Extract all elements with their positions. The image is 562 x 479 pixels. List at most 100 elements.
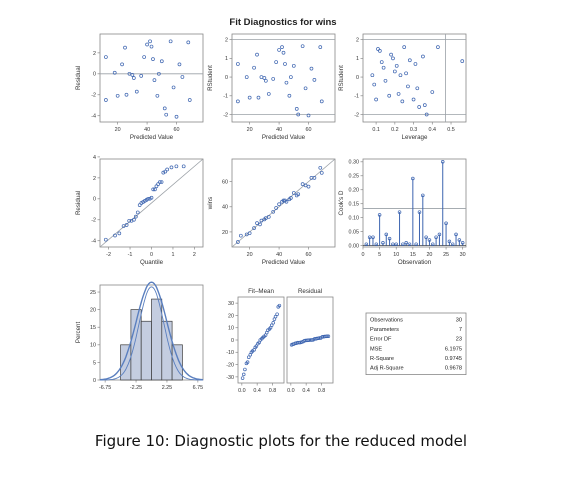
data-point bbox=[391, 56, 395, 61]
spread-point bbox=[275, 312, 279, 316]
spread-point bbox=[277, 303, 282, 308]
y-axis-label: RStudent bbox=[338, 65, 345, 91]
data-point bbox=[394, 63, 399, 68]
y-axis-label: Percent bbox=[75, 322, 82, 344]
cooks-d-point bbox=[394, 242, 398, 246]
x-tick-label: 20 bbox=[247, 252, 253, 258]
x-tick-label: 0.3 bbox=[410, 127, 418, 133]
normal-density-curve bbox=[99, 281, 204, 381]
data-point bbox=[421, 54, 425, 59]
data-point bbox=[413, 62, 418, 66]
data-point bbox=[152, 78, 157, 82]
x-tick-label: -1 bbox=[128, 252, 133, 258]
data-point bbox=[306, 113, 311, 118]
y-tick-label: 0.30 bbox=[349, 160, 360, 166]
y-tick-label: 0.25 bbox=[349, 174, 360, 180]
x-tick-label: 1 bbox=[171, 252, 174, 258]
data-point bbox=[142, 55, 146, 59]
data-point bbox=[255, 221, 259, 225]
fit-statistics-table: Observations 30 Parameters 7 Error DF 23 MSE 6.… bbox=[365, 312, 467, 375]
data-point bbox=[151, 57, 155, 61]
data-point bbox=[300, 44, 305, 49]
y-tick-label: 2 bbox=[93, 51, 96, 57]
data-point bbox=[159, 59, 164, 64]
data-point bbox=[124, 92, 129, 97]
x-tick-label: -2.25 bbox=[130, 385, 142, 391]
data-point bbox=[370, 73, 375, 78]
data-point bbox=[291, 191, 296, 195]
data-point bbox=[263, 216, 268, 220]
stat-label: Error DF bbox=[370, 337, 392, 343]
plot-frame bbox=[231, 158, 336, 248]
data-point bbox=[266, 92, 271, 96]
data-point bbox=[406, 84, 410, 89]
data-point bbox=[148, 39, 152, 44]
y-tick-label: 2 bbox=[225, 38, 228, 44]
x-tick-label: 0.0 bbox=[287, 388, 295, 394]
cooks-d-point bbox=[431, 242, 435, 246]
spread-subplot-frame bbox=[286, 296, 334, 384]
data-point bbox=[168, 39, 173, 44]
data-point bbox=[309, 66, 314, 71]
x-axis-label: Predicted Value bbox=[262, 259, 306, 266]
y-tick-label: 20 bbox=[222, 230, 228, 236]
spread-point bbox=[273, 314, 278, 319]
x-tick-label: 40 bbox=[276, 252, 282, 258]
y-tick-label: 10 bbox=[228, 326, 234, 332]
data-point bbox=[379, 60, 384, 64]
data-point bbox=[398, 73, 403, 78]
y-axis-label: Residual bbox=[75, 66, 82, 90]
plot-frame bbox=[99, 33, 204, 123]
y-tick-label: 0.00 bbox=[349, 244, 360, 250]
y-tick-label: -10 bbox=[226, 350, 234, 356]
data-point bbox=[372, 82, 377, 87]
data-point bbox=[132, 217, 136, 222]
data-point bbox=[244, 232, 249, 237]
cooks-d-point bbox=[454, 232, 458, 237]
cooks-d-point bbox=[391, 242, 395, 246]
y-axis-label: wins bbox=[207, 197, 214, 210]
data-point bbox=[181, 164, 186, 169]
data-point bbox=[263, 78, 268, 83]
y-tick-label: 0 bbox=[225, 75, 228, 81]
data-point bbox=[163, 169, 168, 174]
data-point bbox=[104, 55, 108, 59]
y-tick-label: 0.05 bbox=[349, 230, 360, 236]
data-point bbox=[169, 165, 174, 170]
x-axis-label: Predicted Value bbox=[130, 134, 174, 141]
data-point bbox=[238, 233, 243, 238]
data-point bbox=[319, 170, 324, 175]
data-point bbox=[123, 45, 127, 50]
figure-title: Fit Diagnostics for wins bbox=[229, 17, 336, 28]
data-point bbox=[117, 231, 122, 236]
x-axis-label: Quantile bbox=[140, 259, 164, 266]
spread-point bbox=[326, 334, 331, 338]
residual-qq-panel: -2 -1 0 1 2 -4 -2 0 2 4 Quantile Residual bbox=[75, 155, 204, 266]
spread-point bbox=[299, 340, 304, 344]
y-tick-label: 4 bbox=[93, 155, 96, 161]
y-tick-label: 2 bbox=[356, 38, 359, 44]
data-point bbox=[159, 180, 164, 184]
x-tick-label: -6.75 bbox=[99, 385, 111, 391]
spread-point bbox=[312, 337, 317, 341]
data-point bbox=[149, 44, 154, 49]
data-point bbox=[312, 78, 317, 82]
data-point bbox=[146, 196, 150, 201]
cooks-d-point bbox=[440, 160, 445, 164]
data-point bbox=[424, 112, 429, 117]
spread-point bbox=[254, 344, 259, 348]
data-point bbox=[149, 195, 154, 200]
y-tick-label: -4 bbox=[91, 239, 96, 245]
y-tick-label: 20 bbox=[228, 313, 234, 319]
x-tick-label: 6.75 bbox=[193, 385, 204, 391]
cooks-d-point bbox=[427, 238, 432, 242]
data-point bbox=[262, 76, 267, 80]
kernel-density-curve bbox=[100, 286, 203, 381]
x-tick-label: 10 bbox=[393, 252, 399, 258]
cooks-d-point bbox=[414, 242, 418, 246]
data-point bbox=[236, 99, 240, 104]
y-tick-label: 0 bbox=[93, 197, 96, 203]
data-point bbox=[381, 65, 386, 70]
y-tick-label: 20 bbox=[90, 308, 96, 314]
